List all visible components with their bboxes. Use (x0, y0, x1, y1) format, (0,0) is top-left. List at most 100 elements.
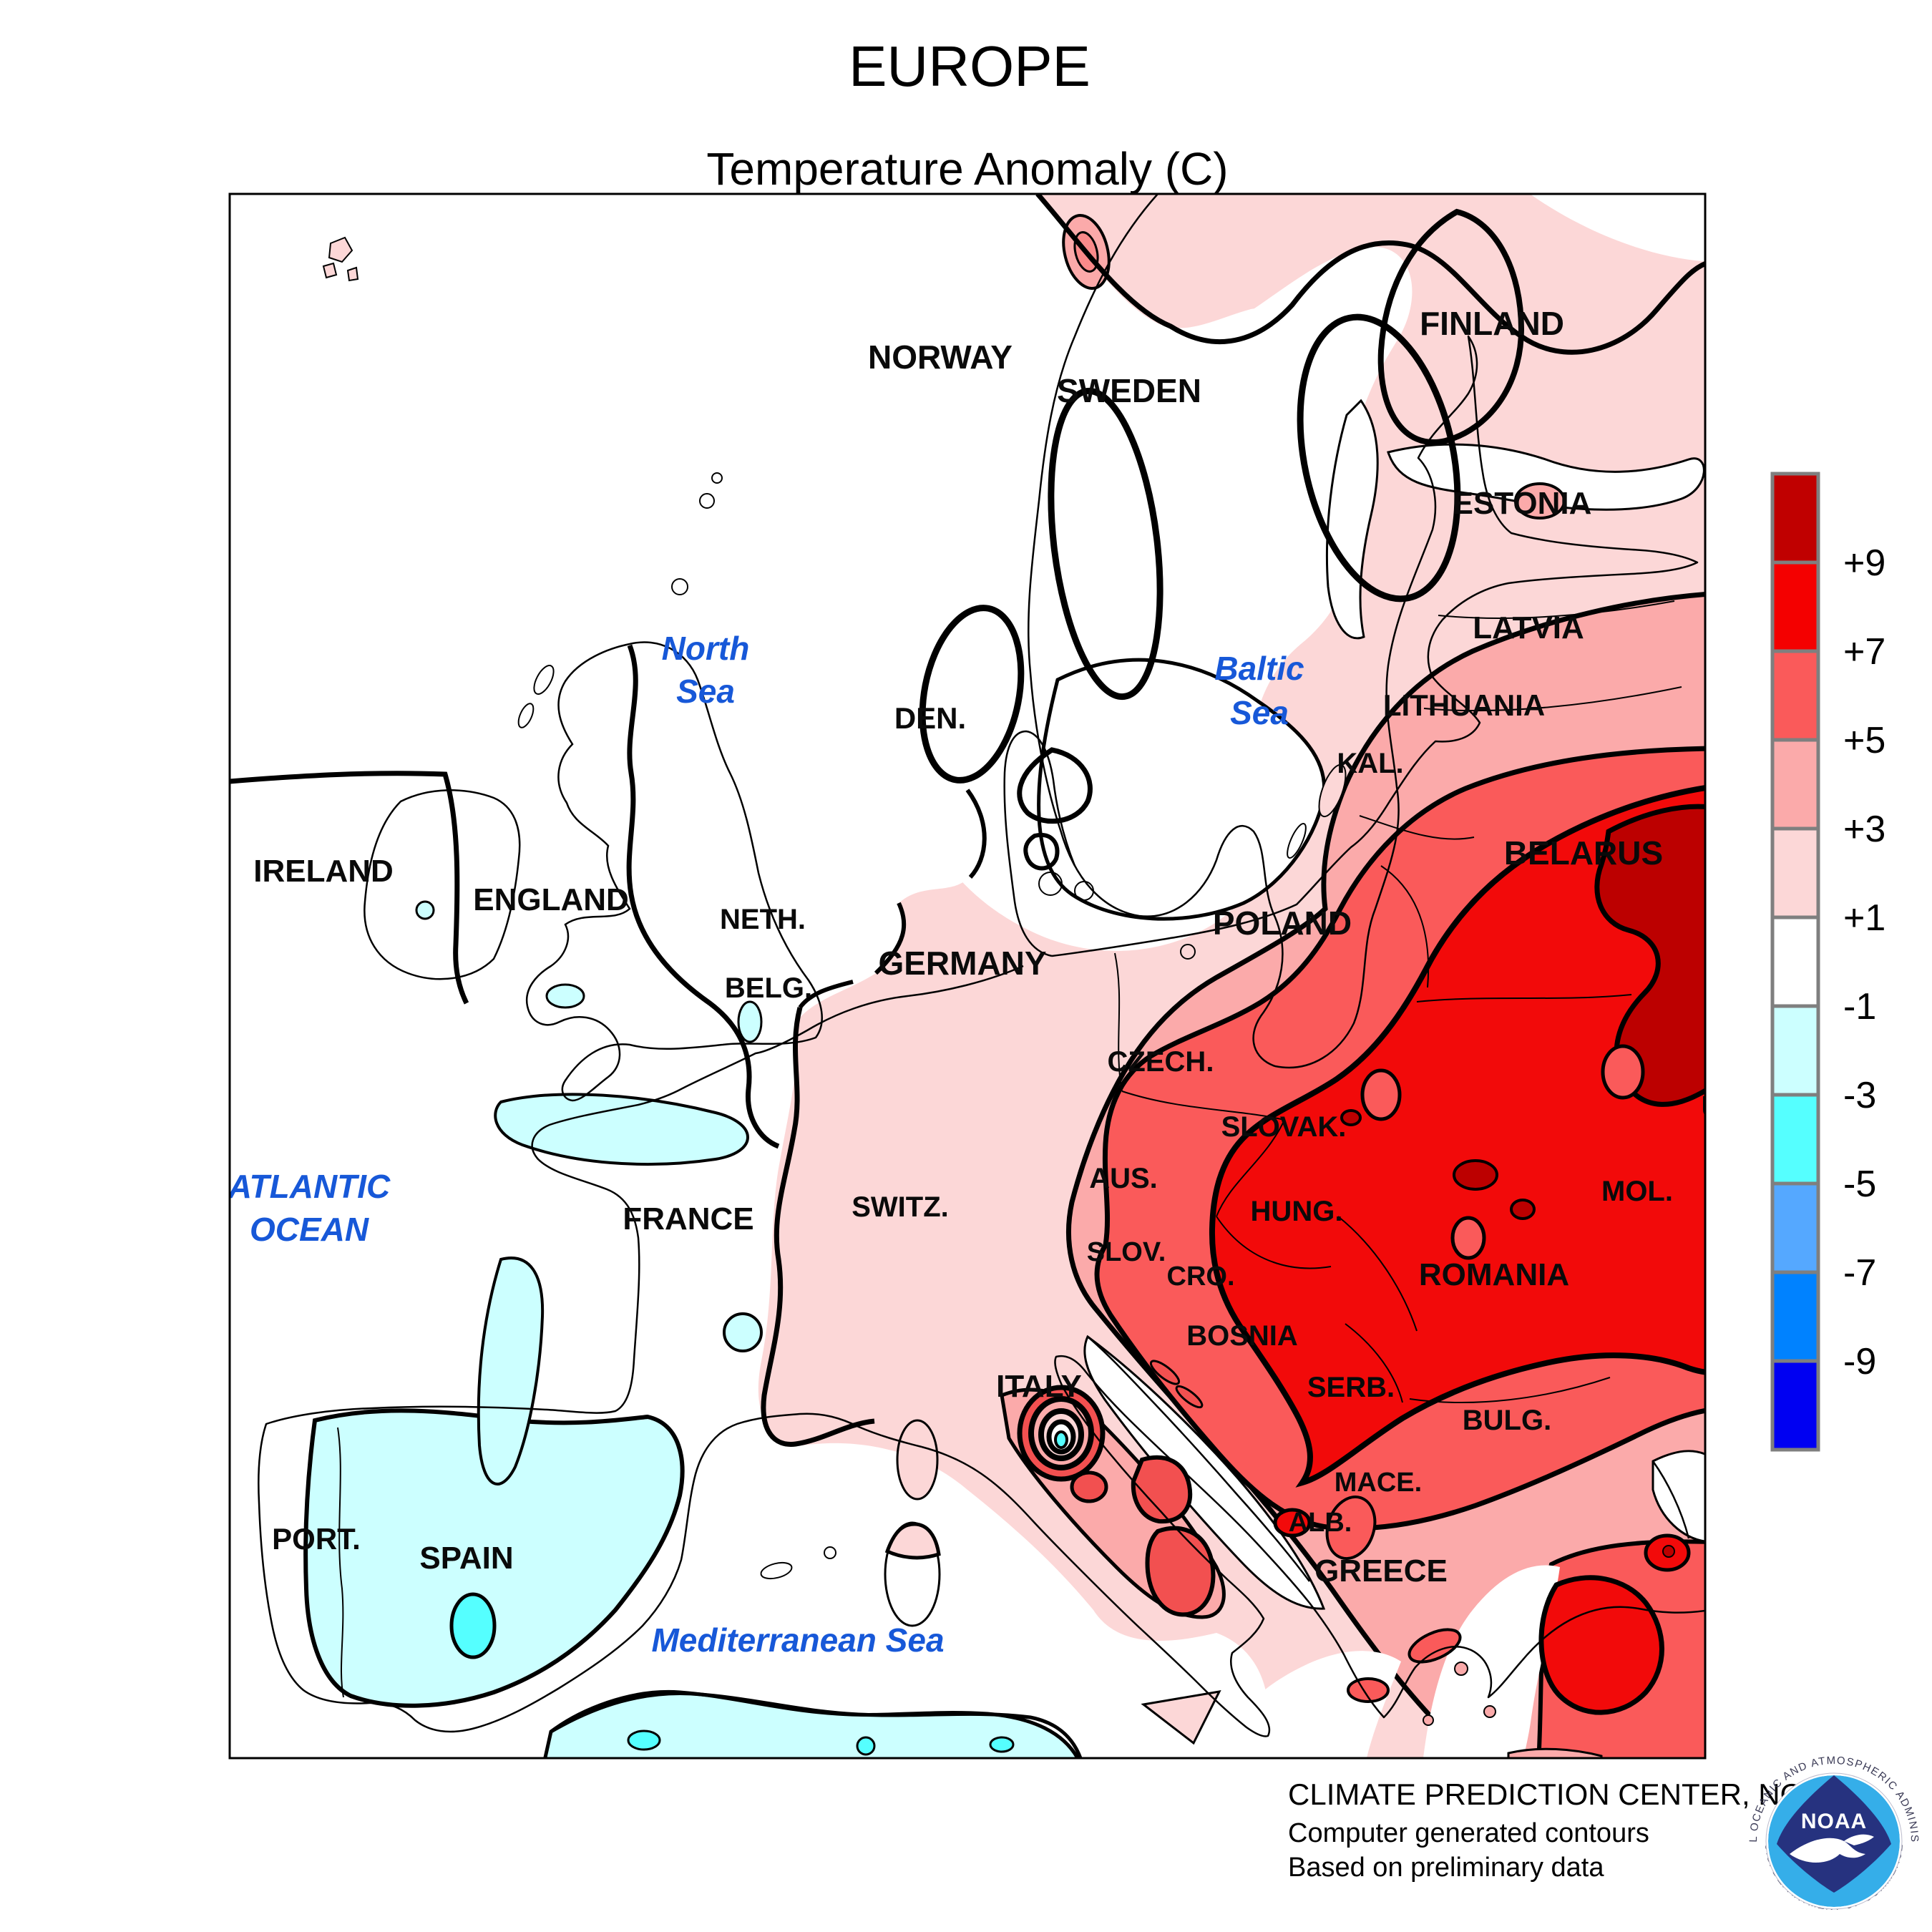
white-gulf-of-finland (1387, 443, 1705, 511)
crete (1507, 1747, 1603, 1758)
sea-label-atlantic-ocean-line2: OCEAN (250, 1211, 369, 1248)
cyan-france-inland (723, 1312, 763, 1352)
border-belarus-ukraine (1416, 994, 1632, 1002)
sea-label-baltic-sea-line1: Baltic (1214, 650, 1304, 687)
cyan-france-coast-north (494, 1093, 749, 1166)
noaa-emblem-gull (1790, 1834, 1874, 1863)
map-title: EUROPE (849, 34, 1091, 98)
legend-tick-7: +7 (1843, 631, 1885, 673)
country-label-aus: AUS. (1089, 1163, 1158, 1194)
region-hole-medium2 (1601, 1044, 1645, 1100)
dalmatia-red-sliver2 (1175, 1385, 1204, 1409)
cyan-france-coast-west (477, 1257, 545, 1485)
orkney (671, 578, 688, 595)
cyan-wales-spot (415, 900, 435, 920)
country-label-greece: GREECE (1314, 1553, 1448, 1589)
country-label-serb: SERB. (1307, 1372, 1395, 1403)
country-label-mol: MOL. (1601, 1176, 1673, 1207)
country-label-belarus: BELARUS (1504, 834, 1663, 872)
map-frame (228, 192, 1707, 1760)
legend-swatch-6 (1770, 1004, 1820, 1097)
country-label-hung: HUNG. (1251, 1196, 1343, 1227)
country-label-slov: SLOV. (1087, 1237, 1166, 1267)
white-gulf-of-bothnia (1325, 399, 1379, 640)
border-hungary-romania (1337, 1216, 1418, 1332)
country-label-germany: GERMANY (878, 945, 1046, 982)
country-label-czech: CZECH. (1108, 1046, 1214, 1078)
coastlines (258, 194, 1705, 1737)
legend-tick-5: -5 (1843, 1163, 1876, 1205)
faroes (322, 236, 359, 282)
region-plus9 (1594, 804, 1705, 1107)
coast-italy (921, 1355, 1310, 1737)
legend-tick-3: +3 (1843, 809, 1885, 850)
country-label-latvia: LATVIA (1473, 610, 1584, 645)
region-plus9-spot-romania (1453, 1159, 1498, 1191)
coast-croatia (1087, 1336, 1310, 1582)
coast-jutland (1003, 730, 1076, 957)
border-poland-belarus (1380, 865, 1430, 988)
cyan-channel-spot (737, 1000, 763, 1043)
ireland (364, 789, 521, 980)
corsica (896, 1419, 939, 1501)
hebrides2 (517, 703, 535, 728)
contour-sweden-loop (1297, 313, 1461, 602)
country-label-ukr: UKR (1701, 1090, 1769, 1125)
legend-tick-9: +9 (1843, 542, 1885, 584)
bornholm (1180, 944, 1196, 960)
country-label-kal: KAL. (1337, 748, 1403, 779)
contour-mediterranean-edge (550, 1692, 1083, 1758)
region-hole-medium3 (1450, 1216, 1486, 1260)
footer-attribution: CLIMATE PREDICTION CENTER, NOAA Computer… (1288, 1777, 1843, 1883)
hebrides1 (533, 665, 555, 695)
noaa-emblem-diamond (1777, 1775, 1891, 1893)
sea-label-north-sea-line1: North (662, 630, 750, 667)
sea-label-baltic-sea-line2: Sea (1230, 694, 1289, 731)
danish-isle1 (1038, 872, 1063, 896)
legend-swatch-9 (1770, 1270, 1820, 1363)
region-plus9-spot-romania2 (1510, 1199, 1536, 1220)
contour-norway-loop (1048, 387, 1163, 701)
border-hungary-south (1216, 1216, 1332, 1269)
contour-lapland-edge (1035, 194, 1705, 355)
region-plus9-spot-slovakia (1340, 1109, 1362, 1126)
country-label-norway: NORWAY (868, 338, 1013, 376)
footer-contours-note: Computer generated contours (1288, 1818, 1649, 1848)
border-baltic-states (1423, 600, 1682, 712)
country-label-port: PORT. (272, 1522, 361, 1556)
italy-red-patch-puglia (1145, 1526, 1216, 1617)
country-label-england: ENGLAND (473, 882, 629, 917)
region-minus1-iberia (303, 1408, 685, 1708)
border-portugal-spain (337, 1427, 344, 1698)
map-area: NORWAY SWEDEN FINLAND ESTONIA LATVIA LITHUANI… (230, 194, 1769, 1758)
legend-tick-3: -3 (1843, 1075, 1876, 1116)
cyan-africa-core2 (856, 1736, 876, 1756)
cyan-africa-core3 (989, 1736, 1015, 1753)
white-scandinavia-interior (890, 247, 1413, 951)
footer-agency: CLIMATE PREDICTION CENTER, NOAA (1288, 1777, 1843, 1811)
contour-ireland-line (230, 771, 469, 1005)
cold-regions (303, 900, 1080, 1758)
legend-swatch-2 (1770, 649, 1820, 742)
legend-swatch-0 (1770, 472, 1820, 565)
legend-swatch-4 (1770, 826, 1820, 919)
region-minus3-spain-core (449, 1592, 497, 1659)
aegean-red-blob (1538, 1575, 1664, 1715)
islands (322, 236, 1347, 1580)
sea-label-north-sea-line2: Sea (676, 673, 735, 710)
country-label-bulg: BULG. (1463, 1405, 1551, 1436)
aegean-island3 (1423, 1714, 1434, 1726)
country-borders (337, 600, 1682, 1698)
aegean-island1 (1454, 1662, 1468, 1676)
country-label-switz: SWITZ. (852, 1191, 949, 1223)
legend-swatch-7 (1770, 1093, 1820, 1186)
great-britain (525, 641, 823, 1102)
coast-scandinavia-baltic (1027, 194, 1699, 1069)
country-label-lithuania: LITHUANIA (1383, 688, 1545, 722)
legend-tick-5: +5 (1843, 720, 1885, 761)
country-label-ireland: IRELAND (253, 854, 394, 889)
region-plus7-core (1209, 785, 1705, 1488)
estonia-pink-spot (1514, 482, 1566, 519)
sea-labels: North Sea Baltic Sea ATLANTIC OCEAN Mediterran… (230, 630, 1304, 1659)
contour-britain-line (626, 644, 780, 1149)
